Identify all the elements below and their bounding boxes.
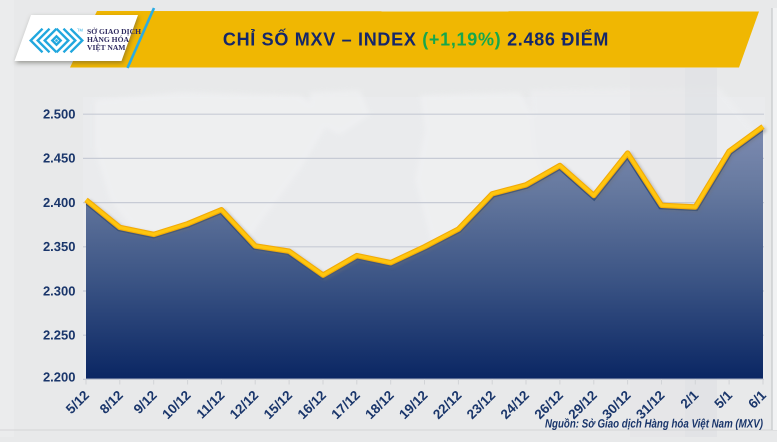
svg-text:2.250: 2.250	[43, 328, 76, 343]
svg-text:2.500: 2.500	[43, 107, 76, 122]
svg-text:2.300: 2.300	[43, 283, 76, 298]
svg-text:TM: TM	[77, 28, 83, 33]
svg-text:2.450: 2.450	[43, 151, 76, 166]
svg-text:2.400: 2.400	[43, 195, 76, 210]
svg-text:2.350: 2.350	[43, 239, 76, 254]
svg-text:2.200: 2.200	[43, 370, 76, 385]
svg-text:Nguồn: Sở Giao dịch Hàng hóa V: Nguồn: Sở Giao dịch Hàng hóa Việt Nam (M…	[545, 417, 763, 431]
